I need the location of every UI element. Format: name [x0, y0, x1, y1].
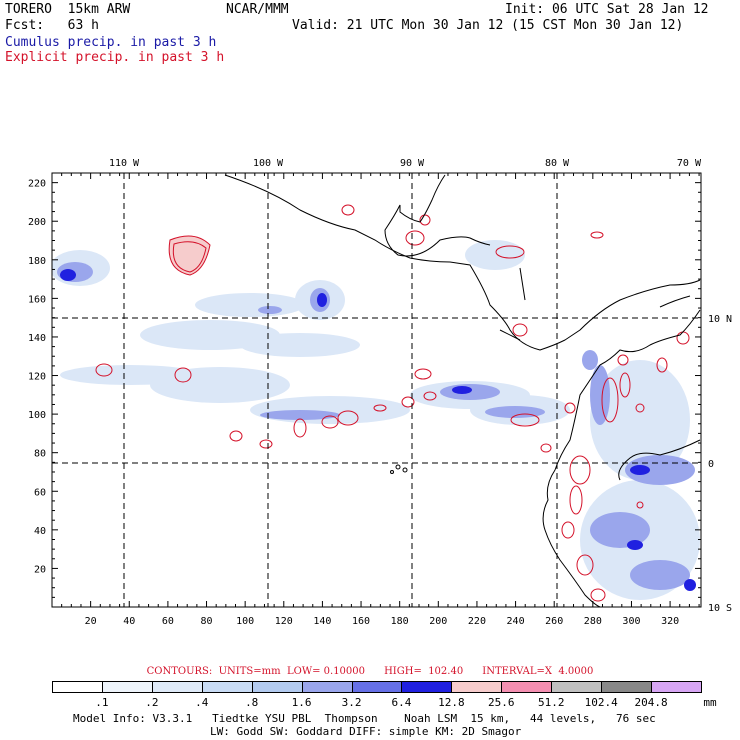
legend-swatch — [551, 681, 603, 693]
x-tick-label: 300 — [622, 616, 640, 627]
x-tick-label: 100 — [236, 616, 254, 627]
valid-time: Valid: 21 UTC Mon 30 Jan 12 (15 CST Mon … — [292, 18, 684, 33]
init-time: Init: 06 UTC Sat 28 Jan 12 — [505, 2, 709, 17]
x-tick-label: 200 — [429, 616, 447, 627]
map-border — [51, 172, 702, 608]
legend-label: .2 — [145, 696, 159, 709]
legend-label: 6.4 — [391, 696, 412, 709]
legend-unit: mm — [703, 696, 717, 709]
legend-label: 51.2 — [537, 696, 565, 709]
y-tick-label: 200 — [28, 217, 46, 228]
legend-label: 1.6 — [291, 696, 312, 709]
lat-label: 0 — [708, 459, 714, 470]
x-tick-label: 240 — [507, 616, 525, 627]
legend-swatch — [52, 681, 103, 693]
legend-swatch — [501, 681, 553, 693]
x-tick-label: 60 — [162, 616, 174, 627]
y-tick-label: 160 — [28, 294, 46, 305]
x-tick-label: 40 — [123, 616, 135, 627]
legend-swatch — [301, 681, 353, 693]
contours-info: CONTOURS: UNITS=mm LOW= 0.10000 HIGH= 10… — [146, 666, 594, 677]
x-tick-label: 260 — [545, 616, 563, 627]
y-tick-label: 40 — [34, 526, 46, 537]
legend-swatch — [251, 681, 303, 693]
lat-label: 10 S — [708, 603, 732, 614]
x-tick-label: 280 — [584, 616, 602, 627]
legend-label: .4 — [195, 696, 209, 709]
lat-lon-grid — [52, 173, 701, 607]
y-tick-label: 60 — [34, 487, 46, 498]
legend-swatch — [351, 681, 403, 693]
lon-label: 80 W — [545, 158, 570, 169]
y-tick-label: 220 — [28, 179, 46, 190]
legend-label: 102.4 — [584, 696, 618, 709]
legend-swatch — [101, 681, 153, 693]
x-tick-label: 320 — [661, 616, 679, 627]
model-title: TORERO 15km ARW — [5, 2, 131, 17]
x-tick-label: 120 — [275, 616, 293, 627]
x-tick-label: 140 — [313, 616, 331, 627]
model-info-line1: Model Info: V3.3.1 Tiedtke YSU PBL Thomp… — [73, 712, 656, 725]
precip-field — [52, 174, 701, 607]
legend-swatch — [601, 681, 653, 693]
x-tick-label: 160 — [352, 616, 370, 627]
legend-swatch — [651, 681, 702, 693]
coastlines — [224, 174, 701, 607]
legend-label: .8 — [245, 696, 259, 709]
legend-label: .1 — [95, 696, 109, 709]
legend-swatch — [451, 681, 503, 693]
x-tick-label: 220 — [468, 616, 486, 627]
y-tick-label: 180 — [28, 256, 46, 267]
y-tick-label: 140 — [28, 333, 46, 344]
legend-label: 12.8 — [438, 696, 465, 709]
lon-label: 90 W — [400, 158, 425, 169]
map-axes: 20 40 60 80 100 120 140 160 180 200 220 240 260 280 30… — [28, 158, 732, 627]
legend-label: 3.2 — [341, 696, 362, 709]
x-tick-label: 80 — [201, 616, 213, 627]
y-tick-label: 100 — [28, 410, 46, 421]
lon-label: 110 W — [109, 158, 140, 169]
legend-swatch — [401, 681, 453, 693]
legend-label: 25.6 — [488, 696, 515, 709]
x-tick-label: 20 — [85, 616, 97, 627]
lat-label: 10 N — [708, 314, 732, 325]
legend-swatch — [201, 681, 253, 693]
legend-label: 204.8 — [634, 696, 668, 709]
org-label: NCAR/MMM — [226, 2, 289, 17]
explicit-precip-contours — [95, 204, 690, 602]
lon-label: 70 W — [677, 158, 702, 169]
y-tick-label: 20 — [34, 564, 46, 575]
cumulus-field-label: Cumulus precip. in past 3 h — [5, 35, 217, 50]
model-info-line2: LW: Godd SW: Goddard DIFF: simple KM: 2D… — [210, 725, 522, 738]
y-tick-label: 80 — [34, 449, 46, 460]
forecast-hour: Fcst: 63 h — [5, 18, 99, 33]
lon-label: 100 W — [253, 158, 284, 169]
explicit-field-label: Explicit precip. in past 3 h — [5, 50, 225, 65]
legend-swatch — [151, 681, 203, 693]
heavy-precip-shading — [60, 269, 696, 591]
x-tick-label: 180 — [391, 616, 409, 627]
y-tick-label: 120 — [28, 372, 46, 383]
